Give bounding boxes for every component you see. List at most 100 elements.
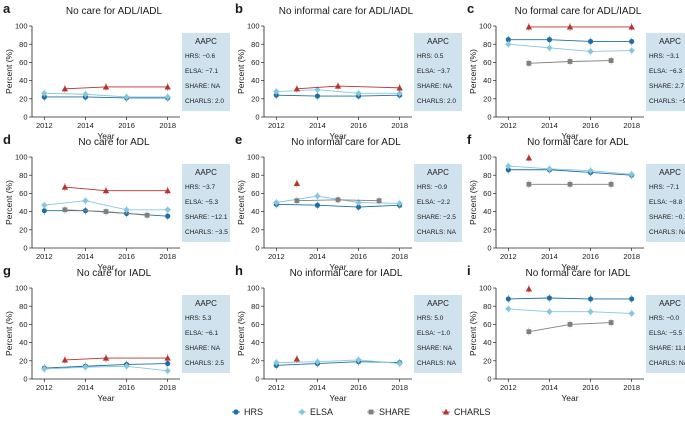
x-tick-label: 2014: [541, 383, 558, 392]
y-axis-title: Percent (%): [4, 49, 14, 94]
x-axis-title: Year: [329, 131, 346, 141]
data-point-share: [294, 198, 300, 204]
y-tick-label: 80: [483, 40, 491, 49]
y-tick-label: 100: [15, 284, 28, 293]
x-tick-label: 2012: [500, 252, 517, 261]
series-hrs: [41, 92, 171, 102]
y-tick-label: 80: [251, 302, 259, 311]
panel-title: No informal care for ADL/IADL: [279, 6, 414, 17]
data-point-elsa: [82, 91, 89, 98]
aapc-value: ELSA: −5.3: [185, 199, 218, 206]
data-point-elsa: [314, 86, 321, 93]
x-tick-label: 2014: [77, 252, 94, 261]
y-tick-label: 40: [483, 338, 491, 347]
data-point-elsa: [164, 367, 171, 375]
aapc-value: HRS: −7.1: [649, 184, 680, 191]
data-point-charls: [293, 85, 301, 92]
aapc-background: [646, 295, 685, 373]
aapc-value: CHARLS: −3.5: [185, 229, 228, 236]
legend-marker: [298, 408, 306, 416]
panel-title: No care for IADL: [77, 268, 152, 279]
panel-c: c No formal care for ADL/IADL 0 20 40 60 80 100…: [467, 1, 685, 141]
series-line-elsa: [508, 43, 632, 52]
x-tick-label: 2016: [350, 252, 367, 261]
legend-label: ELSA: [310, 407, 333, 417]
panel-letter: h: [235, 263, 243, 278]
data-point-elsa: [164, 93, 171, 101]
series-line-elsa: [44, 365, 168, 372]
panel-letter: g: [3, 263, 11, 278]
legend-label: SHARE: [379, 407, 410, 417]
data-point-elsa: [314, 358, 321, 365]
data-point-hrs: [629, 38, 635, 45]
legend-marker: [368, 409, 374, 415]
data-point-elsa: [314, 192, 321, 200]
y-tick-label: 100: [479, 22, 492, 31]
data-point-hrs: [165, 213, 171, 219]
y-tick-label: 60: [19, 320, 27, 329]
panel-d: d No care for ADL 0 20 40 60 80 100 2012 2014 2016…: [3, 132, 230, 272]
series-line-hrs: [276, 361, 400, 366]
series-line-elsa: [44, 200, 168, 211]
series-share: [526, 180, 614, 189]
y-tick-label: 0: [23, 375, 27, 384]
data-point-charls: [61, 183, 69, 190]
data-point-charls: [164, 187, 171, 194]
panel-title: No care for ADL/IADL: [66, 6, 163, 17]
y-axis-title: Percent (%): [236, 311, 246, 356]
aapc-value: ELSA: −5.5: [649, 330, 682, 337]
data-point-elsa: [82, 363, 89, 371]
data-point-charls: [525, 154, 533, 161]
aapc-value: CHARLS: NA: [417, 360, 457, 367]
data-point-hrs: [165, 360, 171, 367]
x-tick-label: 2016: [582, 383, 599, 392]
x-axis-title: Year: [97, 393, 114, 403]
x-tick-label: 2018: [159, 252, 176, 261]
y-tick-label: 20: [251, 225, 259, 234]
y-tick-label: 100: [479, 284, 492, 293]
aapc-heading: AAPC: [427, 37, 449, 46]
y-tick-label: 20: [483, 356, 491, 365]
y-tick-label: 20: [251, 94, 259, 103]
series-charls: [293, 354, 301, 363]
panel-title: No informal care for ADL: [291, 137, 401, 148]
data-point-elsa: [123, 93, 130, 101]
data-point-hrs: [546, 37, 553, 43]
data-point-share: [567, 181, 573, 187]
aapc-background: [182, 33, 230, 111]
aapc-value: SHARE: NA: [185, 83, 221, 90]
series-line-elsa: [44, 92, 168, 98]
panel-letter: b: [235, 1, 243, 16]
panel-letter: a: [3, 1, 11, 16]
data-point-charls: [61, 85, 69, 92]
y-axis-title: Percent (%): [468, 180, 478, 225]
aapc-value: CHARLS: NA: [649, 360, 685, 367]
data-point-hrs: [355, 204, 362, 210]
data-point-elsa: [587, 308, 594, 315]
data-point-charls: [164, 354, 171, 361]
series-hrs: [505, 35, 635, 46]
data-point-elsa: [164, 206, 171, 213]
y-tick-label: 100: [15, 153, 28, 162]
data-point-elsa: [505, 162, 512, 170]
y-tick-label: 40: [251, 207, 259, 216]
data-point-charls: [396, 84, 403, 91]
aapc-value: ELSA: −7.1: [185, 68, 218, 75]
data-point-share: [376, 198, 382, 204]
data-point-elsa: [546, 44, 553, 52]
y-tick-label: 20: [251, 356, 259, 365]
x-tick-label: 2018: [391, 252, 408, 261]
data-point-hrs: [546, 295, 553, 301]
data-point-elsa: [355, 90, 362, 97]
y-tick-label: 80: [251, 171, 259, 180]
x-tick-label: 2016: [350, 383, 367, 392]
aapc-box: AAPC HRS: −0.9 ELSA: −2.2 SHARE: −2.5 CHARLS…: [414, 164, 462, 242]
panel-title: No formal care for ADL: [527, 137, 629, 148]
aapc-value: ELSA: −6.1: [185, 330, 218, 337]
data-point-elsa: [41, 90, 48, 97]
data-point-elsa: [273, 88, 280, 95]
data-point-elsa: [628, 47, 635, 54]
x-tick-label: 2016: [582, 121, 599, 130]
aapc-box: AAPC HRS: 5.0 ELSA: −1.0 SHARE: NA CHARLS: N…: [414, 295, 462, 373]
y-tick-label: 40: [19, 338, 27, 347]
